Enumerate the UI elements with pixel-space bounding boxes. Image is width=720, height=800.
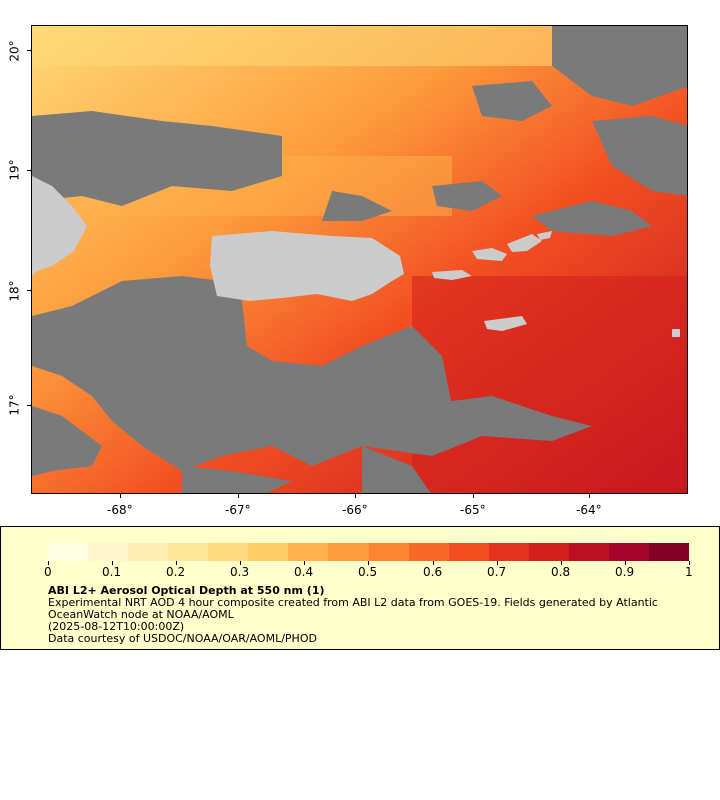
- puerto-rico-land: [210, 231, 404, 301]
- colorbar-label: 0.2: [166, 565, 186, 579]
- legend-timestamp: (2025-08-12T10:00:00Z): [48, 620, 185, 633]
- colorbar-tick: [112, 561, 113, 565]
- legend-credit: Data courtesy of USDOC/NOAA/OAR/AOML/PHO…: [48, 632, 317, 645]
- x-tick-mark: [355, 494, 356, 498]
- colorbar-segment: [568, 543, 609, 561]
- colorbar-segment: [168, 543, 209, 561]
- colorbar-tick: [240, 561, 241, 565]
- colorbar-tick: [497, 561, 498, 565]
- legend-description: Experimental NRT AOD 4 hour composite cr…: [48, 596, 658, 609]
- colorbar-label: 0.5: [358, 565, 378, 579]
- colorbar-segment: [528, 543, 569, 561]
- x-tick-mark: [589, 494, 590, 498]
- x-tick-label: -65°: [460, 503, 486, 517]
- vieques-land: [432, 270, 472, 280]
- colorbar-tick: [561, 561, 562, 565]
- colorbar-label: 0.8: [551, 565, 571, 579]
- y-tick-label: 17°: [7, 394, 22, 416]
- x-tick-mark: [473, 494, 474, 498]
- colorbar-label: 0: [44, 565, 52, 579]
- legend-title: ABI L2+ Aerosol Optical Depth at 550 nm …: [48, 584, 325, 597]
- virgin-islands-land-2: [507, 234, 542, 252]
- y-tick-mark: [27, 170, 31, 171]
- colorbar-label: 0.9: [615, 565, 635, 579]
- no-data-regions: [32, 26, 687, 493]
- map-canvas: [32, 26, 687, 493]
- colorbar-segment: [208, 543, 249, 561]
- st-croix-land: [484, 316, 527, 331]
- hispaniola-land: [32, 176, 87, 276]
- colorbar-segment: [608, 543, 649, 561]
- aod-map: [31, 25, 688, 494]
- colorbar-segment: [408, 543, 449, 561]
- x-tick-mark: [120, 494, 121, 498]
- y-tick-label: 19°: [7, 159, 22, 181]
- x-tick-label: -64°: [576, 503, 602, 517]
- colorbar-segment: [88, 543, 129, 561]
- y-tick-mark: [27, 50, 31, 51]
- small-island-land-2: [537, 231, 552, 240]
- colorbar-segment: [128, 543, 169, 561]
- colorbar-tick: [625, 561, 626, 565]
- colorbar-tick: [48, 561, 49, 565]
- y-tick-label: 18°: [7, 280, 22, 302]
- colorbar-label: 0.6: [423, 565, 443, 579]
- colorbar-label: 1: [685, 565, 693, 579]
- x-tick-label: -68°: [107, 503, 133, 517]
- virgin-islands-land: [472, 248, 507, 261]
- colorbar: [48, 543, 689, 561]
- colorbar-label: 0.3: [230, 565, 250, 579]
- x-tick-label: -67°: [225, 503, 251, 517]
- y-tick-mark: [27, 290, 31, 291]
- colorbar-segment: [648, 543, 689, 561]
- colorbar-tick: [176, 561, 177, 565]
- y-tick-label: 20°: [7, 40, 22, 62]
- x-tick-mark: [238, 494, 239, 498]
- colorbar-segment: [488, 543, 529, 561]
- legend-panel: 0 0.1 0.2 0.3 0.4 0.5 0.6 0.7 0.8 0.9 1 …: [0, 526, 720, 650]
- colorbar-label: 0.7: [487, 565, 507, 579]
- y-tick-mark: [27, 405, 31, 406]
- small-island-land: [672, 329, 680, 337]
- colorbar-segment: [368, 543, 409, 561]
- colorbar-tick: [368, 561, 369, 565]
- colorbar-label: 0.4: [294, 565, 314, 579]
- colorbar-segment: [288, 543, 329, 561]
- colorbar-segment: [448, 543, 489, 561]
- colorbar-segment: [48, 543, 89, 561]
- colorbar-tick: [304, 561, 305, 565]
- colorbar-label: 0.1: [102, 565, 122, 579]
- aod-field-southeast: [412, 276, 687, 493]
- colorbar-tick: [689, 561, 690, 565]
- colorbar-segment: [328, 543, 369, 561]
- colorbar-segment: [248, 543, 289, 561]
- land-masses: [32, 176, 680, 337]
- legend-description-cont: OceanWatch node at NOAA/AOML: [48, 608, 234, 621]
- colorbar-tick: [433, 561, 434, 565]
- x-tick-label: -66°: [342, 503, 368, 517]
